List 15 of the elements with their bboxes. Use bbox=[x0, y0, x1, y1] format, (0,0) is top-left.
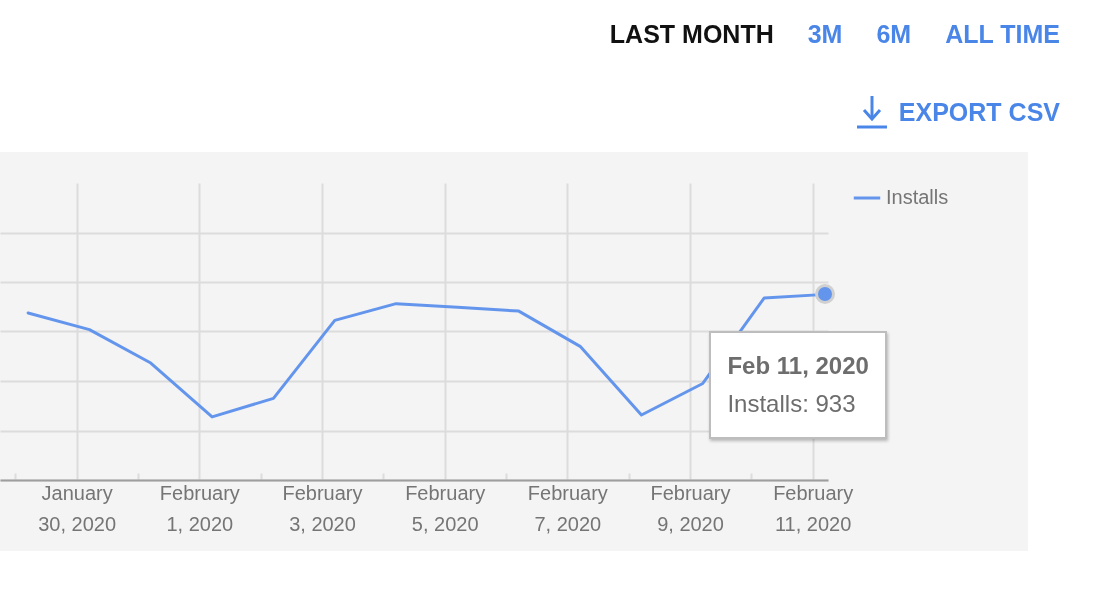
text: LAST MONTH bbox=[609, 20, 774, 49]
x-tick-label: February 11, 2020 bbox=[773, 481, 854, 535]
x-tick-label: February 7, 2020 bbox=[527, 481, 608, 535]
text: ALL TIME bbox=[945, 20, 1060, 49]
x-tick-label: February 1, 2020 bbox=[159, 481, 240, 535]
text: 3M bbox=[807, 20, 843, 49]
x-tick-label: February 3, 2020 bbox=[282, 481, 363, 535]
x-tick-label: January 30, 2020 bbox=[38, 481, 117, 535]
x-tick-label: February 5, 2020 bbox=[405, 481, 486, 535]
tooltip-box: Feb 11, 2020 Installs: 933 bbox=[709, 331, 887, 440]
text: 6M bbox=[876, 20, 912, 49]
text: EXPORT CSV bbox=[898, 97, 1060, 127]
annotation: Feb 11, 2020 Installs: 933 bbox=[727, 351, 869, 420]
x-tick-label: February 9, 2020 bbox=[650, 481, 731, 535]
legend-label: Installs bbox=[886, 186, 949, 208]
